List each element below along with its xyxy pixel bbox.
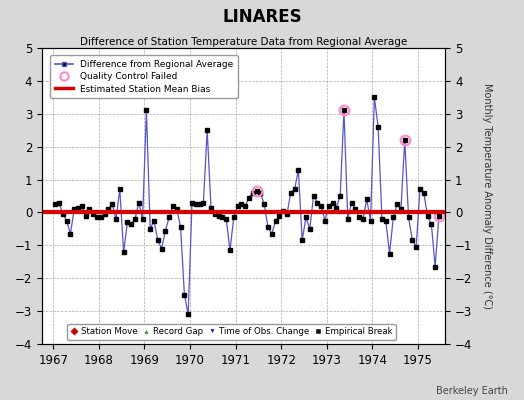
Y-axis label: Monthly Temperature Anomaly Difference (°C): Monthly Temperature Anomaly Difference (… (482, 83, 492, 309)
Text: Berkeley Earth: Berkeley Earth (436, 386, 508, 396)
Title: Difference of Station Temperature Data from Regional Average: Difference of Station Temperature Data f… (80, 37, 407, 47)
Text: LINARES: LINARES (222, 8, 302, 26)
Legend: Station Move, Record Gap, Time of Obs. Change, Empirical Break: Station Move, Record Gap, Time of Obs. C… (68, 324, 396, 340)
